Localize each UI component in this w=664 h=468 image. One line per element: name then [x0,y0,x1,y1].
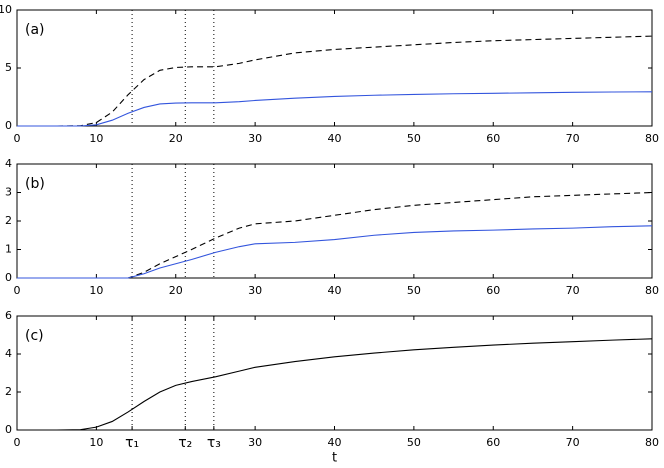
axes-frame [16,315,653,431]
y-tick-label: 0 [5,119,12,132]
y-tick-label: 6 [5,309,12,322]
panel-label: (c) [25,328,44,344]
y-tick-label: 0 [5,423,12,436]
y-tick-label: 4 [5,347,12,360]
y-tick-label: 1 [5,243,12,256]
x-tick-label: 60 [486,436,500,449]
x-tick-label: 70 [566,284,580,297]
x-tick-label: 80 [645,132,659,145]
x-tick-label: 70 [566,436,580,449]
y-tick-label: 2 [5,214,12,227]
x-tick-label: 60 [486,284,500,297]
panel-label: (a) [25,22,45,38]
x-tick-label: 50 [407,284,421,297]
y-tick-label: 4 [5,157,12,170]
y-tick-label: 10 [0,3,12,16]
x-tick-label: 40 [328,284,342,297]
x-tick-label: τ₂ [178,435,192,451]
x-tick-label: 80 [645,284,659,297]
panel-label: (b) [25,176,45,192]
x-tick-label: 30 [248,284,262,297]
x-tick-label: 70 [566,132,580,145]
data-line [17,35,653,127]
x-tick-label: 10 [89,132,103,145]
data-line [17,338,653,431]
y-tick-label: 3 [5,186,12,199]
x-tick-label: 10 [89,436,103,449]
x-tick-label: 0 [14,132,21,145]
x-tick-label: τ₁ [125,435,139,451]
x-tick-label: 10 [89,284,103,297]
x-tick-label: 50 [407,132,421,145]
x-tick-label: 0 [14,284,21,297]
axes-frame [16,9,653,127]
data-line [17,225,653,279]
data-line [17,191,653,279]
x-tick-label: 50 [407,436,421,449]
x-tick-label: 40 [328,436,342,449]
x-tick-label: 60 [486,132,500,145]
axes-frame [16,163,653,279]
x-tick-label: 80 [645,436,659,449]
x-tick-label: 0 [14,436,21,449]
x-tick-label: 20 [169,284,183,297]
x-tick-label: τ₃ [207,435,221,451]
y-tick-label: 0 [5,271,12,284]
x-tick-label: 40 [328,132,342,145]
y-tick-label: 2 [5,385,12,398]
x-tick-label: 30 [248,436,262,449]
x-axis-label: t [332,451,337,466]
x-tick-label: 30 [248,132,262,145]
data-line [17,91,653,127]
x-tick-label: 20 [169,132,183,145]
y-tick-label: 5 [5,61,12,74]
